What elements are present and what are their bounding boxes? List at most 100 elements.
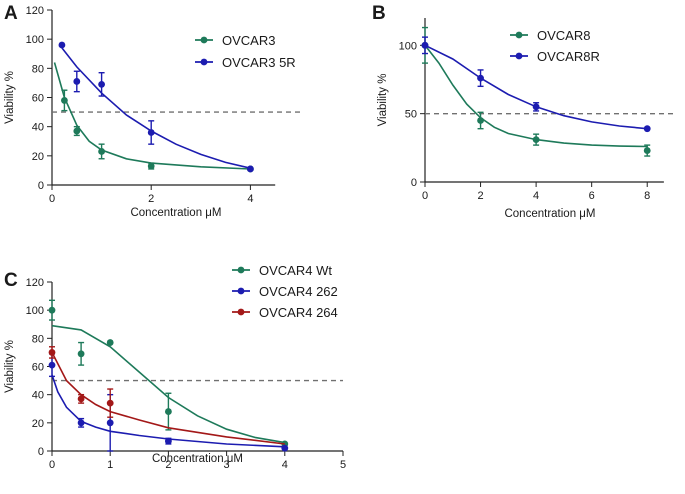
x-tick-label: 2 (165, 459, 171, 471)
x-tick-label: 0 (49, 459, 55, 471)
legend-label: OVCAR8R (537, 49, 600, 64)
fit-curve (51, 374, 285, 448)
data-point (165, 408, 172, 415)
y-tick-label: 120 (26, 277, 44, 289)
y-tick-label: 120 (26, 5, 44, 17)
fit-curve (53, 62, 251, 170)
legend-marker (237, 266, 245, 274)
data-point (532, 136, 540, 144)
y-tick-label: 0 (38, 446, 44, 458)
chart-b: 0 50 100 0 2 4 6 8 Concentration μM Viability % OV… (377, 18, 675, 220)
y-axis-title: Viability % (4, 340, 16, 393)
series-ovcar3 (53, 62, 254, 173)
data-point (281, 444, 289, 452)
y-tick-label: 20 (32, 418, 44, 430)
data-point (77, 419, 85, 427)
panel-b-letter: B (372, 3, 386, 24)
y-tick-label: 100 (26, 305, 44, 317)
data-point (247, 165, 254, 173)
data-point (77, 395, 85, 403)
x-tick-label: 4 (247, 193, 253, 205)
x-tick-label: 0 (49, 193, 55, 205)
y-tick-label: 50 (405, 109, 417, 121)
x-tick-label: 1 (107, 459, 113, 471)
legend: OVCAR4 Wt OVCAR4 262 OVCAR4 264 (232, 263, 338, 320)
x-tick-label: 5 (340, 459, 346, 471)
x-tick-label: 6 (589, 190, 595, 202)
y-tick-label: 0 (38, 180, 44, 192)
data-point (147, 162, 155, 170)
data-point (58, 41, 66, 49)
data-point (643, 125, 651, 133)
data-point (48, 361, 56, 369)
data-point (73, 78, 81, 85)
x-axis-title: Concentration μM (152, 453, 243, 465)
panel-c: C (4, 270, 18, 291)
data-point (106, 339, 114, 346)
series-ovcar4-wt (48, 299, 289, 448)
legend-label: OVCAR4 262 (259, 284, 338, 299)
panel-b: B (372, 3, 386, 24)
x-tick-label: 8 (644, 190, 650, 202)
panel-c-letter: C (4, 270, 18, 291)
x-tick-label: 4 (533, 190, 539, 202)
fit-curve (424, 44, 648, 148)
x-tick-label: 4 (282, 459, 288, 471)
data-point (73, 127, 81, 135)
series-ovcar8 (421, 26, 651, 157)
data-point (98, 148, 105, 155)
series-ovcar3-5r (58, 41, 254, 173)
y-tick-label: 40 (32, 390, 44, 402)
legend-label: OVCAR8 (537, 28, 590, 43)
legend-marker (515, 52, 523, 60)
legend-label: OVCAR3 (222, 33, 275, 48)
y-tick-label: 100 (399, 40, 417, 52)
data-point (477, 117, 484, 124)
y-tick-label: 40 (32, 122, 44, 134)
data-point (421, 41, 429, 49)
y-tick-label: 80 (32, 63, 44, 75)
data-point (98, 80, 105, 88)
series-ovcar4-264 (48, 346, 285, 445)
data-point (165, 437, 172, 445)
data-point (147, 129, 155, 136)
panel-a-letter: A (4, 3, 18, 24)
legend-marker (237, 287, 245, 295)
legend-marker (200, 36, 208, 44)
data-point (77, 350, 85, 358)
y-tick-label: 60 (32, 93, 44, 105)
chart-a: 0 20 40 60 80 100 120 0 2 4 Concentration μM Viabil… (4, 5, 300, 219)
y-tick-label: 80 (32, 333, 44, 345)
data-point (643, 147, 651, 154)
y-tick-label: 0 (411, 177, 417, 189)
x-axis-title: Concentration μM (504, 208, 595, 220)
data-point (477, 74, 484, 82)
legend-label: OVCAR4 264 (259, 305, 338, 320)
legend: OVCAR8 OVCAR8R (510, 28, 600, 64)
x-tick-label: 0 (422, 190, 428, 202)
legend: OVCAR3 OVCAR3 5R (195, 33, 296, 70)
chart-c: 0 20 40 60 80 100 120 0 1 2 3 4 5 Concentration μM Via… (4, 263, 346, 471)
data-point (532, 103, 540, 111)
legend-marker (237, 308, 245, 316)
y-axis-title: Viability % (4, 71, 16, 124)
data-point (48, 349, 56, 356)
legend-label: OVCAR3 5R (222, 55, 296, 70)
data-point (106, 419, 114, 427)
legend-label: OVCAR4 Wt (259, 263, 332, 278)
x-tick-label: 2 (477, 190, 483, 202)
x-tick-label: 2 (148, 193, 154, 205)
panel-a: A (4, 3, 18, 24)
series-ovcar8r (421, 36, 651, 133)
legend-marker (515, 31, 523, 39)
legend-marker (200, 58, 208, 66)
data-point (106, 399, 114, 407)
x-axis-title: Concentration μM (130, 207, 221, 219)
y-tick-label: 100 (26, 34, 44, 46)
y-tick-label: 20 (32, 151, 44, 163)
y-axis-title: Viability % (377, 74, 389, 127)
data-point (48, 306, 56, 314)
data-point (61, 97, 68, 104)
x-tick-label: 3 (224, 459, 230, 471)
